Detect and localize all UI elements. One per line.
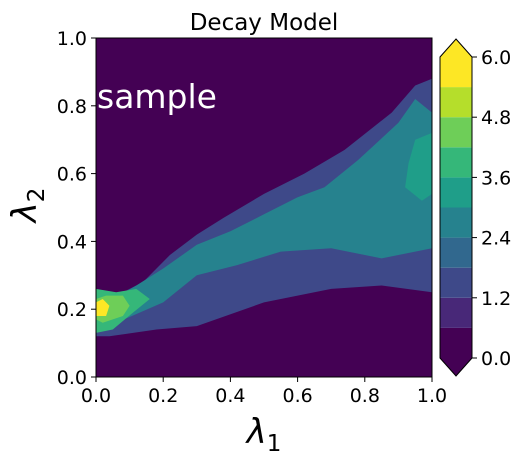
x-tick-label: 1.0 (417, 385, 447, 407)
x-axis-label: λ1 (245, 412, 282, 457)
contour-region-3 (405, 132, 432, 201)
y-axis-ticks: 0.0 0.2 0.4 0.6 0.8 1.0 (57, 28, 96, 389)
x-tick-label: 0.6 (282, 385, 312, 407)
colorbar: 0.0 1.2 2.4 3.6 4.8 6.0 (439, 38, 511, 377)
plot-area (95, 37, 433, 378)
contour-region-6 (96, 299, 110, 316)
y-tick-label: 0.6 (57, 164, 87, 186)
x-tick-label: 0.2 (148, 385, 178, 407)
sample-annotation: sample (97, 77, 217, 116)
colorbar-segment (440, 57, 472, 88)
x-tick-label: 0.4 (215, 385, 245, 407)
y-tick-label: 0.2 (57, 299, 87, 321)
colorbar-segment (440, 117, 472, 148)
y-axis-label: λ2 (5, 188, 50, 225)
y-tick-label: 0.8 (57, 96, 87, 118)
colorbar-tick-label: 0.0 (481, 348, 511, 370)
colorbar-tick-label: 2.4 (481, 228, 511, 250)
colorbar-tick-label: 3.6 (481, 167, 511, 189)
plot-frame (95, 37, 433, 378)
x-axis-ticks: 0.0 0.2 0.4 0.6 0.8 1.0 (81, 377, 447, 407)
colorbar-segment (440, 147, 472, 178)
colorbar-extend-top (440, 39, 472, 57)
x-tick-label: 0.8 (350, 385, 380, 407)
colorbar-tick-label: 6.0 (481, 47, 511, 69)
colorbar-segment (440, 207, 472, 238)
chart-title: Decay Model (190, 10, 339, 36)
colorbar-segment (440, 87, 472, 118)
colorbar-segment (440, 327, 472, 358)
x-tick-label: 0.0 (81, 385, 111, 407)
colorbar-tick-label: 4.8 (481, 107, 511, 129)
colorbar-extend-bottom (440, 358, 472, 376)
colorbar-tick-label: 1.2 (481, 288, 511, 310)
y-tick-label: 0.0 (57, 367, 87, 389)
contour-region-2 (112, 99, 433, 323)
y-tick-label: 0.4 (57, 231, 87, 253)
y-tick-label: 1.0 (57, 28, 87, 50)
colorbar-segment (440, 267, 472, 298)
colorbar-segment (440, 297, 472, 328)
colorbar-segment (440, 177, 472, 208)
colorbar-segment (440, 237, 472, 268)
